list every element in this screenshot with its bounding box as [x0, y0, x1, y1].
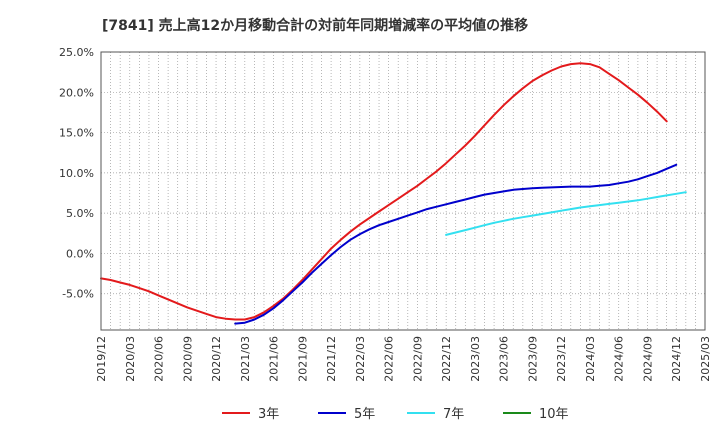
x-tick-label: 2022/12	[440, 336, 453, 382]
x-tick-label: 2020/03	[124, 336, 137, 382]
x-tick-label: 2019/12	[95, 336, 108, 382]
series-line-2	[234, 163, 678, 325]
series-lines	[100, 62, 687, 325]
plot-area	[101, 52, 705, 330]
y-tick-label: 10.0%	[59, 167, 94, 180]
legend-label-3: 7年	[443, 407, 464, 422]
x-tick-label: 2023/12	[555, 336, 568, 382]
legend-label-1: 3年	[258, 407, 279, 422]
legend-label-4: 10年	[539, 407, 569, 422]
x-tick-label: 2021/06	[268, 336, 281, 382]
x-tick-label: 2022/09	[411, 336, 424, 382]
x-axis-ticks: 2019/12 2020/03 2020/06 2020/09 2020/12 2021/…	[95, 336, 712, 382]
y-tick-label: 0.0%	[66, 247, 94, 260]
series-line-3	[445, 191, 687, 236]
y-tick-label: -5.0%	[62, 288, 94, 301]
x-tick-label: 2023/03	[469, 336, 482, 382]
legend-label-2: 5年	[354, 407, 375, 422]
y-tick-label: 5.0%	[66, 207, 94, 220]
x-tick-label: 2020/06	[153, 336, 166, 382]
y-tick-label: 20.0%	[59, 86, 94, 99]
x-tick-label: 2023/09	[526, 336, 539, 382]
x-tick-label: 2021/12	[325, 336, 338, 382]
x-tick-label: 2023/06	[498, 336, 511, 382]
legend: 3年 5年 7年 10年	[222, 407, 569, 422]
chart-title: [7841] 売上高12か月移動合計の対前年同期増減率の平均値の推移	[102, 17, 528, 34]
x-tick-label: 2025/03	[699, 336, 712, 382]
x-tick-label: 2024/06	[613, 336, 626, 382]
x-tick-label: 2022/06	[383, 336, 396, 382]
plot-frame	[100, 51, 706, 331]
x-tick-label: 2024/12	[670, 336, 683, 382]
x-tick-label: 2020/12	[210, 336, 223, 382]
x-tick-label: 2022/03	[354, 336, 367, 382]
x-tick-label: 2021/03	[239, 336, 252, 382]
series-line-1	[100, 62, 668, 321]
y-tick-label: 25.0%	[59, 46, 94, 59]
x-tick-label: 2020/09	[181, 336, 194, 382]
y-tick-label: 15.0%	[59, 127, 94, 140]
x-tick-label: 2021/09	[296, 336, 309, 382]
x-tick-label: 2024/03	[584, 336, 597, 382]
y-axis-ticks: 25.0% 20.0% 15.0% 10.0% 5.0% 0.0% -5.0%	[59, 46, 94, 301]
x-tick-label: 2024/09	[641, 336, 654, 382]
